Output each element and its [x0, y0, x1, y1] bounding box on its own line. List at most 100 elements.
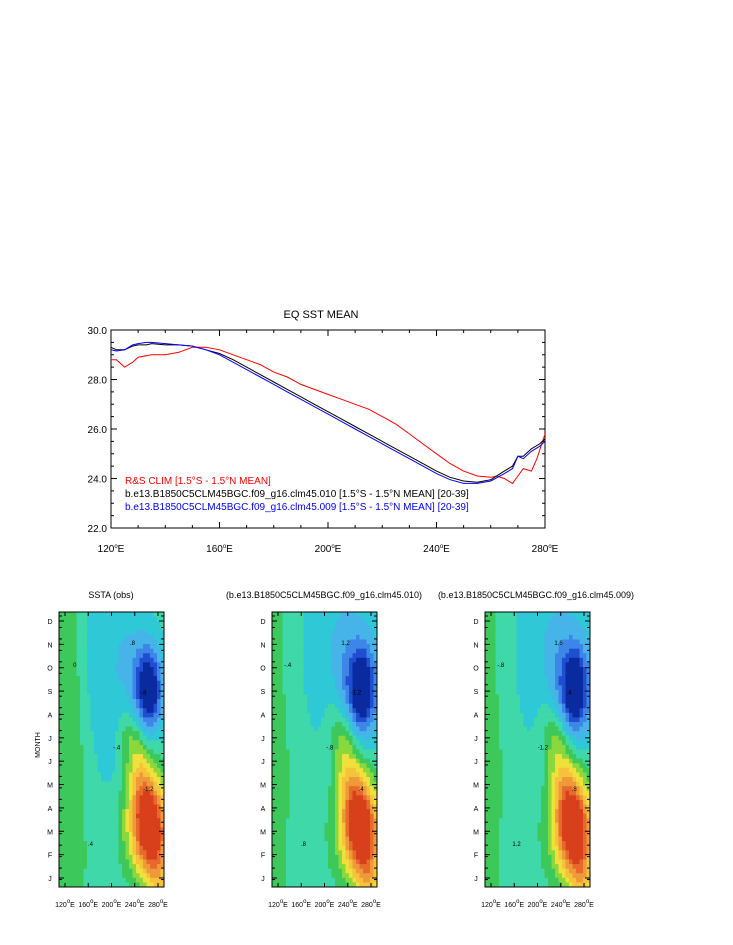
contour-cell — [544, 625, 549, 631]
contour-cell — [359, 685, 364, 691]
contour-cell — [338, 859, 343, 865]
contour-cell — [544, 621, 549, 627]
contour-cell — [352, 795, 357, 801]
contour-cell — [359, 859, 364, 865]
contour-cell — [321, 616, 325, 622]
contour-cell — [548, 740, 552, 746]
contour-cell — [94, 818, 98, 824]
contour-cell — [307, 818, 311, 824]
contour-cell — [132, 836, 137, 842]
contour-cell — [310, 726, 315, 732]
contour-cell — [76, 763, 81, 769]
contour-cell — [66, 758, 70, 764]
contour-cell — [352, 625, 357, 631]
contour-cell — [108, 685, 112, 691]
contour-cell — [506, 749, 510, 755]
contour-cell — [307, 717, 311, 723]
contour-cell — [565, 689, 570, 695]
contour-cell — [586, 767, 591, 773]
contour-cell — [579, 703, 584, 709]
contour-cell — [83, 758, 88, 764]
contour-cell — [349, 813, 353, 819]
contour-cell — [537, 740, 542, 746]
contour-cell — [59, 754, 63, 760]
contour-cell — [160, 859, 165, 865]
contour-cell — [122, 795, 126, 801]
contour-cell — [551, 694, 556, 700]
contour-cell — [359, 740, 364, 746]
contour-cell — [104, 662, 109, 668]
contour-cell — [160, 625, 165, 631]
contour-cell — [335, 809, 339, 815]
contour-cell — [286, 763, 290, 769]
contour-cell — [136, 612, 140, 617]
contour-cell — [139, 864, 144, 870]
contour-cell — [562, 740, 566, 746]
contour-cell — [551, 644, 556, 650]
contour-cell — [558, 648, 563, 654]
contour-cell — [139, 680, 144, 686]
contour-cell — [66, 859, 70, 865]
contour-cell — [530, 689, 535, 695]
contour-cell — [537, 648, 542, 654]
contour-cell — [293, 841, 297, 847]
contour-cell — [296, 795, 301, 801]
contour-cell — [583, 740, 587, 746]
contour-cell — [136, 676, 140, 682]
contour-cell — [87, 767, 91, 773]
contour-cell — [363, 744, 367, 750]
contour-cell — [279, 703, 283, 709]
contour-cell — [122, 708, 126, 714]
contour-cell — [279, 717, 283, 723]
contour-cell — [527, 758, 531, 764]
contour-cell — [303, 708, 308, 714]
contour-cell — [80, 639, 84, 645]
contour-cell — [303, 882, 308, 888]
contour-cell — [279, 767, 283, 773]
contour-cell — [104, 685, 109, 691]
contour-cell — [286, 868, 290, 874]
contour-cell — [506, 676, 510, 682]
contour-cell — [153, 740, 158, 746]
contour-cell — [342, 854, 346, 860]
contour-cell — [317, 662, 322, 668]
contour-cell — [300, 621, 304, 627]
contour-cell — [303, 648, 308, 654]
contour-cell — [349, 689, 353, 695]
contour-cell — [499, 621, 503, 627]
contour-cell — [69, 827, 74, 833]
contour-cell — [160, 712, 165, 718]
contour-cell — [62, 882, 67, 888]
contour-cell — [108, 662, 112, 668]
contour-cell — [342, 841, 346, 847]
contour-cell — [118, 758, 123, 764]
contour-cell — [321, 804, 325, 810]
contour-cell — [143, 644, 147, 650]
contour-cell — [59, 625, 63, 631]
contour-cell — [118, 685, 123, 691]
contour-cell — [272, 699, 276, 705]
contour-cell — [111, 630, 116, 636]
contour-cell — [499, 735, 503, 741]
contour-cell — [499, 630, 503, 636]
contour-cell — [296, 772, 301, 778]
contour-cell — [513, 662, 517, 668]
contour-cell — [275, 653, 280, 659]
contour-cell — [363, 799, 367, 805]
contour-cell — [118, 726, 123, 732]
contour-cell — [104, 854, 109, 860]
contour-cell — [132, 731, 137, 737]
contour-cell — [338, 818, 343, 824]
contour-cell — [122, 726, 126, 732]
contour-cell — [370, 676, 374, 682]
contour-cell — [122, 612, 126, 617]
contour-cell — [146, 882, 151, 888]
contour-cell — [275, 644, 280, 650]
contour-cell — [129, 671, 133, 677]
contour-cell — [97, 864, 102, 870]
contour-cell — [335, 758, 339, 764]
contour-cell — [506, 671, 510, 677]
contour-cell — [335, 813, 339, 819]
contour-cell — [534, 612, 538, 617]
